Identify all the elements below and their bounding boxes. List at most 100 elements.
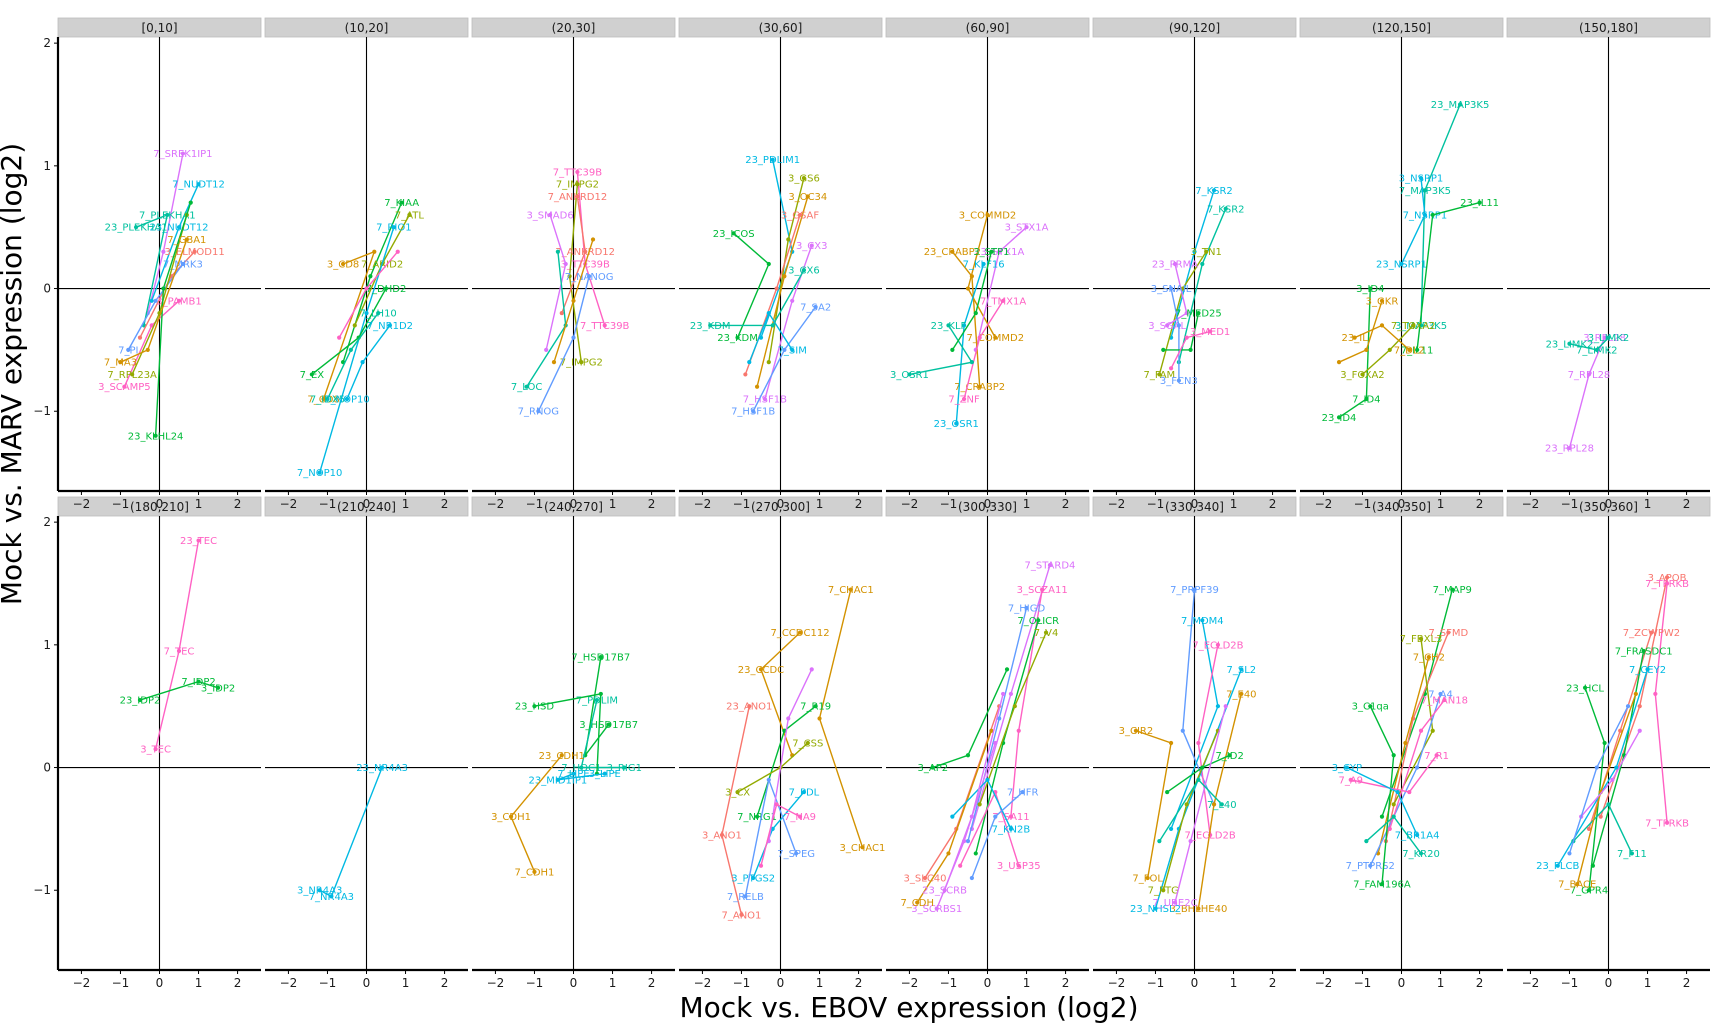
series-line: [346, 324, 391, 400]
point-label: 23_KLHL24: [128, 431, 184, 442]
point-label: 7_CSS: [792, 739, 823, 750]
gene-series: 3_PAMB1 3_SCAMP5: [98, 296, 202, 393]
data-point: [594, 697, 600, 703]
gene-series: 7_CDH: [900, 728, 994, 909]
x-tick-label: 0: [984, 976, 992, 990]
gene-series: 23_MAP3K5 7_MAP3K5 3_MAP3K5: [1395, 100, 1489, 332]
data-point: [1364, 839, 1369, 844]
data-point: [786, 716, 791, 721]
gene-series: 23_HCL 7_GPR4: [1566, 683, 1608, 896]
x-tick-label: 2: [1062, 497, 1070, 511]
data-point: [118, 360, 123, 365]
gene-series: 3_SCZA11 7_SA11: [992, 585, 1068, 823]
gene-series: 3_COMMD2 7_COMMD2: [959, 210, 1024, 344]
x-tick-label: 1: [1644, 976, 1652, 990]
gene-series: 7_KSR2: [1176, 204, 1245, 365]
x-tick-label: −2: [901, 497, 919, 511]
x-tick-label: 0: [570, 497, 578, 511]
data-point: [817, 716, 822, 721]
gene-series: [551, 237, 596, 365]
x-tick-label: 2: [648, 497, 656, 511]
data-point: [153, 433, 158, 438]
point-label: 3_IDP2: [201, 683, 235, 694]
gene-series: 7_R19 7_NRG1: [737, 702, 831, 823]
series-line: [1389, 699, 1445, 830]
facet-panel: (330,340]7_PRPF397_MDM47_ECLD2B7_ECLD2B3…: [1092, 496, 1297, 970]
data-point: [1040, 587, 1045, 592]
point-label: 7_PRPF39: [1170, 585, 1219, 596]
x-tick-label: −1: [319, 497, 337, 511]
point-label: 7_FRASDC1: [1615, 646, 1673, 657]
x-tick-label: −1: [1147, 497, 1165, 511]
data-point: [1172, 900, 1178, 905]
gene-series: [337, 249, 400, 340]
x-tick-label: −2: [1108, 976, 1126, 990]
point-label: 3_FOXA2: [1340, 370, 1384, 381]
series-line: [537, 276, 590, 412]
data-point: [1602, 335, 1607, 340]
data-point: [1637, 728, 1642, 733]
data-point: [1184, 335, 1189, 340]
point-label: 23_LIMK2: [1546, 339, 1594, 350]
data-point: [622, 765, 627, 770]
data-point: [1606, 335, 1611, 340]
point-label: 7_SA11: [992, 812, 1029, 823]
data-point: [907, 372, 912, 377]
gene-series: 3_MED1: [1168, 327, 1230, 371]
point-label: 3_LIMK2: [1588, 333, 1629, 344]
point-label: 3_GKR: [1366, 296, 1399, 307]
data-point: [149, 323, 154, 328]
point-label: 23_NSRP1: [1376, 260, 1427, 271]
x-tick-label: 2: [441, 497, 449, 511]
data-point: [790, 298, 795, 303]
point-label: 7_NANOG: [565, 272, 614, 283]
x-tick-label: 2: [855, 497, 863, 511]
data-point: [997, 249, 1002, 254]
point-label: 7_FAM: [1144, 370, 1176, 381]
point-label: 3_COMMD2: [959, 210, 1017, 221]
data-point: [1645, 667, 1650, 672]
point-label: 7_UBE2C: [1152, 898, 1197, 909]
data-point: [1415, 832, 1420, 838]
data-point: [965, 753, 971, 758]
data-point: [1172, 261, 1178, 267]
data-point: [137, 335, 143, 340]
x-tick-label: −1: [112, 497, 130, 511]
data-point: [950, 249, 955, 254]
point-label: 7_FBXL3: [1400, 634, 1443, 645]
data-point: [993, 814, 998, 819]
gene-series: 7_TPRKB 7_TPRKB: [1645, 579, 1689, 829]
gene-series: 7_KSR2: [1168, 186, 1233, 340]
data-point: [1418, 636, 1424, 641]
point-label: 3_HSD17B7: [579, 720, 638, 731]
gene-series: 23_KLF 3_OSR1: [890, 321, 974, 381]
data-point: [985, 212, 990, 218]
y-tick-label: 0: [43, 761, 51, 775]
data-point: [1664, 575, 1670, 580]
data-point: [805, 194, 810, 199]
x-tick-label: 1: [195, 497, 203, 511]
data-point: [524, 384, 529, 389]
gene-series: 7_MED25: [1161, 309, 1222, 352]
point-label: 7_KR20: [1402, 849, 1440, 860]
data-point: [1204, 249, 1209, 254]
gene-series: 23_ICOS 23_KDM: [713, 229, 771, 344]
x-tick-label: 2: [1476, 976, 1484, 990]
series-line: [756, 196, 809, 387]
data-point: [380, 765, 385, 770]
point-label: 7_GPR4: [1570, 886, 1608, 897]
data-point: [1223, 704, 1228, 709]
data-point: [1434, 753, 1439, 758]
data-point: [809, 667, 814, 672]
data-point: [1223, 206, 1228, 211]
point-label: 3_APOB: [1648, 573, 1687, 584]
y-tick-label: −1: [33, 883, 51, 897]
x-tick-label: −2: [487, 497, 505, 511]
data-point: [766, 360, 771, 365]
data-point: [602, 771, 607, 776]
data-point: [1391, 814, 1396, 819]
data-point: [372, 249, 377, 254]
data-point: [555, 777, 560, 782]
data-point: [598, 655, 603, 660]
